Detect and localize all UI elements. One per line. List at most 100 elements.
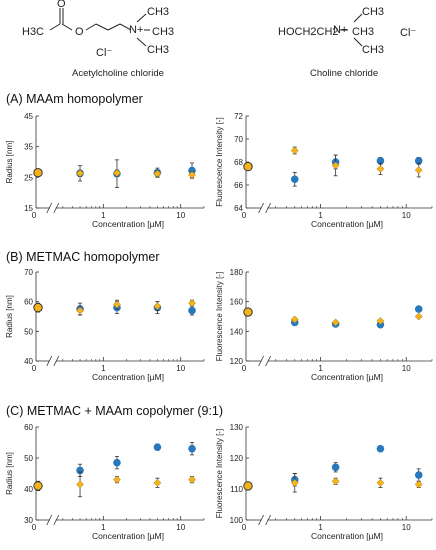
- choline-cl: Cl⁻: [400, 27, 417, 39]
- point-choline: [290, 315, 299, 324]
- point-acetylcholine: [290, 175, 299, 184]
- y-tick-label: 15: [24, 204, 33, 213]
- point-choline: [76, 480, 84, 489]
- point-choline: [331, 161, 340, 170]
- y-tick-label: 130: [230, 423, 244, 432]
- point-choline: [76, 306, 84, 315]
- x-axis-label: Concentration [µM]: [92, 219, 164, 229]
- axis-break-mark: [46, 514, 53, 526]
- point-acetylcholine: [414, 305, 423, 313]
- point-choline: [113, 475, 121, 484]
- x-tick-label: 0: [242, 523, 247, 532]
- x-axis-label: Concentration [µM]: [92, 372, 164, 382]
- y-axis-label: Fluorescence Intensity [-]: [215, 429, 224, 518]
- point-choline: [414, 480, 423, 489]
- x-tick-label: 10: [402, 364, 411, 373]
- choline-ch3-a: CH3: [362, 6, 385, 18]
- point-choline: [290, 478, 299, 487]
- point-acetylcholine: [188, 444, 196, 453]
- axis-break-mark: [53, 202, 60, 214]
- x-tick-label: 10: [176, 211, 185, 220]
- acetylcholine-ch3-b: CH3: [152, 26, 175, 38]
- y-tick-label: 70: [24, 268, 33, 277]
- x-tick-label: 10: [176, 523, 185, 532]
- y-tick-label: 100: [230, 516, 244, 525]
- point-choline: [290, 146, 299, 155]
- point-acetylcholine: [153, 443, 162, 451]
- chart-4: 30 40 50 60 0 1 10 Concentration [µM] Radius [nm…: [5, 423, 205, 541]
- x-tick-label: 1: [101, 211, 106, 220]
- acetylcholine-o-ester: O: [75, 26, 84, 38]
- axis-break-mark: [258, 202, 264, 214]
- acetylcholine-bonds: [49, 8, 150, 47]
- point-choline: [188, 170, 196, 179]
- y-tick-label: 35: [24, 143, 33, 152]
- choline-chain: HOCH2CH2: [278, 26, 339, 38]
- section-c-label: (C) METMAC + MAAm copolymer (9:1): [6, 404, 224, 418]
- axis-break-mark: [46, 355, 53, 367]
- y-tick-label: 160: [230, 298, 244, 307]
- choline-name: Choline chloride: [310, 68, 379, 79]
- choline-bonds: [340, 13, 363, 47]
- point-acetylcholine: [113, 458, 121, 467]
- x-tick-label: 1: [101, 364, 106, 373]
- point-zero-concentration: [33, 168, 43, 178]
- point-choline: [76, 169, 84, 178]
- y-tick-label: 50: [24, 327, 33, 336]
- chart-3: 120 140 160 180 0 1 10 Concentration [µM] Fluore…: [215, 268, 433, 382]
- x-axis-label: Concentration [µM]: [311, 219, 383, 229]
- axis-break-mark: [258, 355, 264, 367]
- x-axis-label: Concentration [µM]: [311, 372, 383, 382]
- y-tick-label: 140: [230, 327, 244, 336]
- acetylcholine-n: N+: [129, 24, 144, 36]
- axis-break-mark: [53, 355, 60, 367]
- point-choline: [153, 478, 162, 487]
- point-acetylcholine: [188, 306, 196, 315]
- x-tick-label: 0: [242, 211, 247, 220]
- chart-1: 64 66 68 70 72 0 1 10 Concentration [µM] Fluoresc…: [215, 112, 433, 229]
- choline-n: N+: [333, 24, 348, 36]
- point-choline: [414, 312, 423, 321]
- choline-ch3-c: CH3: [362, 44, 385, 56]
- y-tick-label: 72: [234, 112, 243, 121]
- x-tick-label: 10: [402, 523, 411, 532]
- y-axis-label: Radius [nm]: [5, 295, 14, 338]
- x-tick-label: 0: [32, 523, 37, 532]
- x-tick-label: 10: [176, 364, 185, 373]
- x-tick-label: 0: [242, 364, 247, 373]
- axis-break-mark: [258, 514, 264, 526]
- y-tick-label: 180: [230, 268, 244, 277]
- acetylcholine-h3c: H3C: [22, 26, 45, 38]
- x-tick-label: 0: [32, 211, 37, 220]
- y-tick-label: 40: [24, 357, 33, 366]
- point-choline: [153, 302, 162, 310]
- y-axis-label: Radius [nm]: [5, 452, 14, 495]
- point-zero-concentration: [243, 307, 253, 317]
- x-tick-label: 1: [318, 211, 323, 220]
- y-axis-label: Radius [nm]: [5, 141, 14, 184]
- axis-break-mark: [265, 514, 271, 526]
- x-tick-label: 10: [402, 211, 411, 220]
- point-zero-concentration: [33, 481, 43, 491]
- point-choline: [153, 169, 162, 178]
- y-tick-label: 70: [234, 135, 243, 144]
- x-tick-label: 0: [32, 364, 37, 373]
- y-tick-label: 40: [24, 485, 33, 494]
- y-tick-label: 45: [24, 112, 33, 121]
- point-zero-concentration: [33, 302, 43, 313]
- point-choline: [331, 318, 340, 327]
- acetylcholine-o-top: O: [57, 0, 66, 10]
- point-choline: [376, 165, 385, 173]
- point-zero-concentration: [243, 161, 253, 172]
- point-choline: [113, 300, 121, 309]
- acetylcholine-ch3-c: CH3: [147, 44, 170, 56]
- y-tick-label: 64: [234, 204, 243, 213]
- point-acetylcholine: [376, 444, 385, 453]
- axis-break-mark: [265, 355, 271, 367]
- y-tick-label: 25: [24, 173, 33, 182]
- y-axis-label: Fluorescence Intensity [-]: [215, 117, 224, 206]
- x-tick-label: 1: [318, 364, 323, 373]
- point-choline: [113, 169, 121, 177]
